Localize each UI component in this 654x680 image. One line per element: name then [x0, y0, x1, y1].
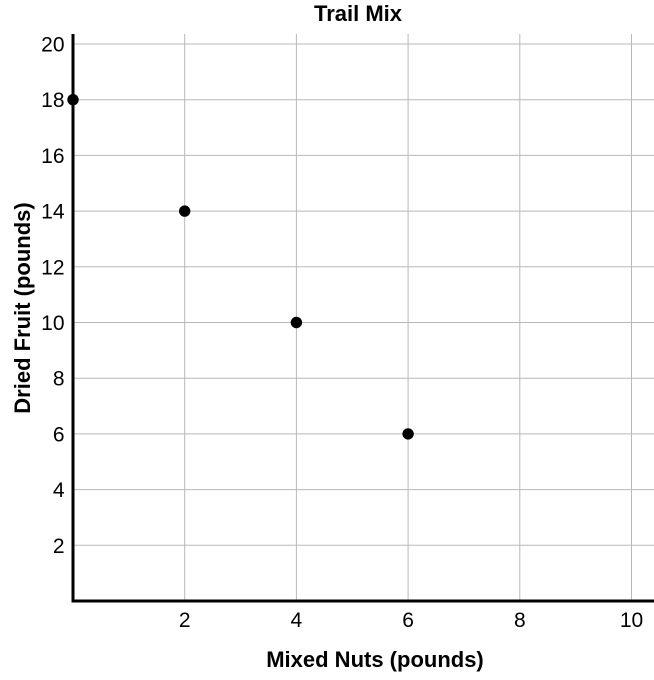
y-tick-label: 8	[53, 368, 65, 391]
data-point	[402, 428, 414, 440]
y-tick-label: 6	[53, 423, 65, 446]
y-tick-label: 10	[41, 312, 64, 335]
data-point	[290, 316, 303, 329]
x-tick-label: 10	[620, 609, 643, 632]
x-tick-label: 4	[291, 609, 303, 632]
y-tick-label: 14	[41, 201, 65, 224]
gridlines	[73, 34, 654, 601]
x-tick-label: 8	[514, 609, 526, 632]
y-tick-label: 12	[41, 256, 64, 279]
x-axis-label: Mixed Nuts (pounds)	[266, 647, 484, 672]
x-tick-label: 2	[179, 609, 191, 632]
x-tick-label: 6	[402, 609, 414, 632]
y-tick-label: 4	[53, 479, 65, 502]
y-axis-label: Dried Fruit (pounds)	[10, 202, 35, 413]
data-points	[67, 94, 414, 440]
y-tick-label: 2	[53, 535, 65, 558]
chart-title: Trail Mix	[314, 1, 403, 26]
data-point	[179, 205, 191, 217]
axes	[71, 34, 654, 603]
y-tick-label: 18	[41, 89, 64, 112]
tick-labels: 2 4 6 8 10 12 14 16 18 20 2 4 6 8 10	[41, 34, 643, 633]
data-point	[67, 94, 79, 106]
y-tick-label: 20	[41, 34, 64, 57]
y-tick-label: 16	[41, 145, 64, 168]
